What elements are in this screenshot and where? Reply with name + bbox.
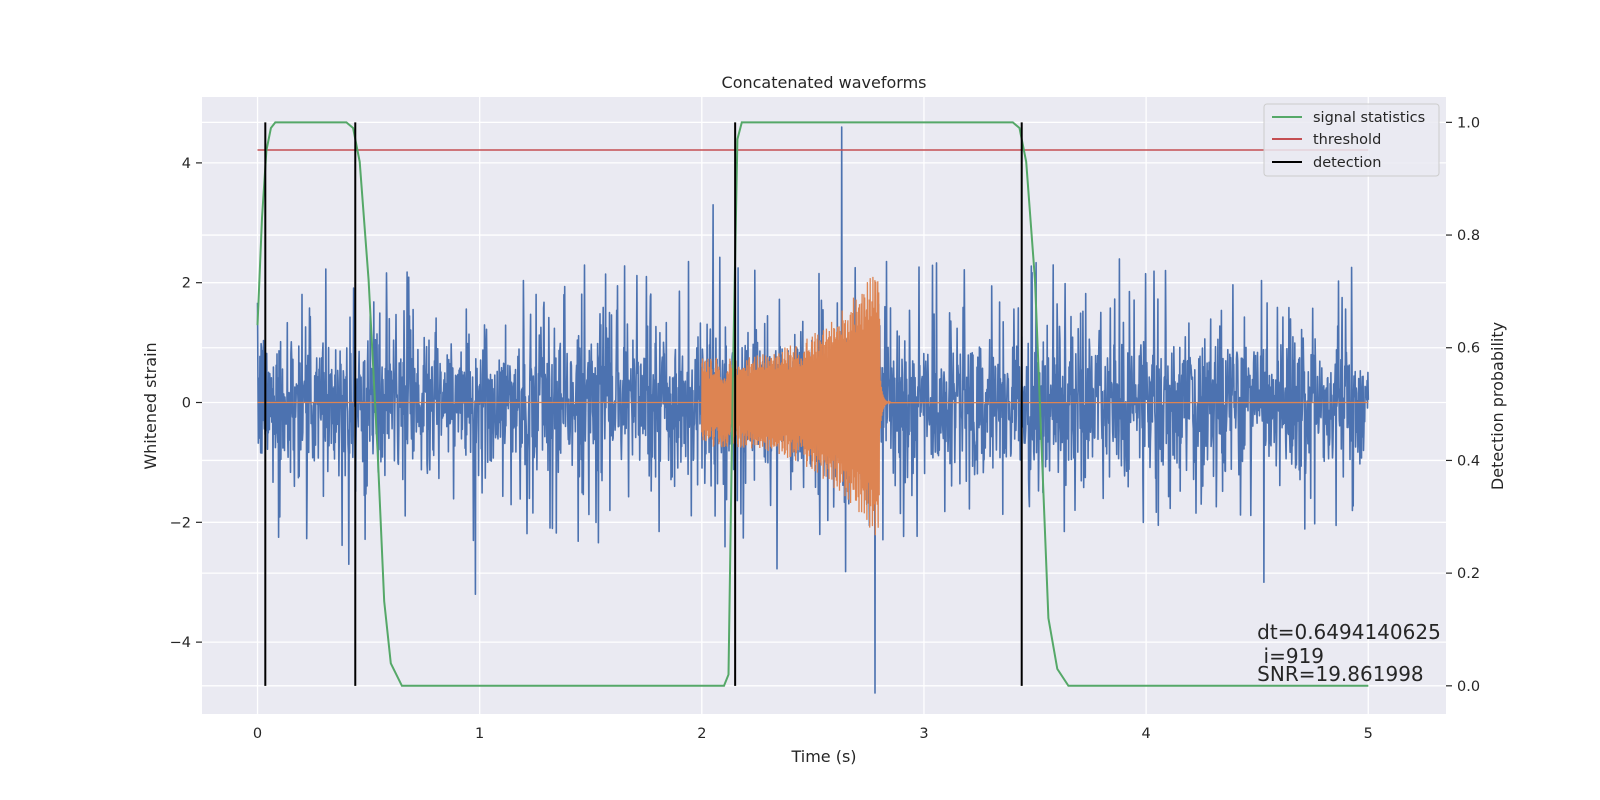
x-tick-label: 2 [697, 726, 706, 742]
right-y-tick-label: 0.2 [1457, 566, 1480, 582]
x-axis-label: Time (s) [790, 747, 856, 766]
annotation-i: i=919 [1257, 644, 1324, 668]
x-tick-label: 3 [919, 726, 928, 742]
detection-lines [264, 122, 1023, 686]
legend-label-signal-statistics: signal statistics [1313, 110, 1425, 126]
legend: signal statistics threshold detection [1263, 103, 1440, 177]
left-y-tick-label: −2 [170, 515, 191, 531]
right-y-axis-ticks: 0.0 0.2 0.4 0.6 0.8 1.0 [1446, 115, 1480, 695]
annotation-snr: SNR=19.861998 [1257, 662, 1423, 686]
left-y-tick-label: −4 [170, 635, 191, 651]
x-tick-label: 4 [1141, 726, 1150, 742]
legend-frame [1263, 103, 1440, 177]
annotations: dt=0.6494140625 i=919 SNR=19.861998 [1257, 620, 1441, 686]
x-axis-ticks: 0 1 2 3 4 5 [253, 726, 1373, 742]
left-y-tick-label: 4 [182, 156, 191, 172]
left-y-axis-ticks: −4 −2 0 2 4 [170, 156, 202, 651]
chart-title: Concatenated waveforms [722, 73, 927, 92]
right-y-tick-label: 1.0 [1457, 115, 1480, 131]
legend-label-threshold: threshold [1313, 132, 1381, 148]
left-y-tick-label: 0 [182, 396, 191, 412]
x-tick-label: 1 [475, 726, 484, 742]
right-y-tick-label: 0.8 [1457, 228, 1480, 244]
x-tick-label: 5 [1364, 726, 1373, 742]
right-y-tick-label: 0.6 [1457, 341, 1480, 357]
left-y-axis-label: Whitened strain [141, 342, 160, 469]
right-y-tick-label: 0.0 [1457, 679, 1480, 695]
x-tick-label: 0 [253, 726, 262, 742]
annotation-dt: dt=0.6494140625 [1257, 620, 1441, 644]
legend-label-detection: detection [1313, 155, 1381, 171]
right-y-axis-label: Detection probability [1488, 322, 1507, 490]
grid-lines [202, 97, 1446, 714]
right-y-tick-label: 0.4 [1457, 453, 1480, 469]
signal-statistics-line [256, 121, 1369, 687]
left-y-tick-label: 2 [182, 276, 191, 292]
